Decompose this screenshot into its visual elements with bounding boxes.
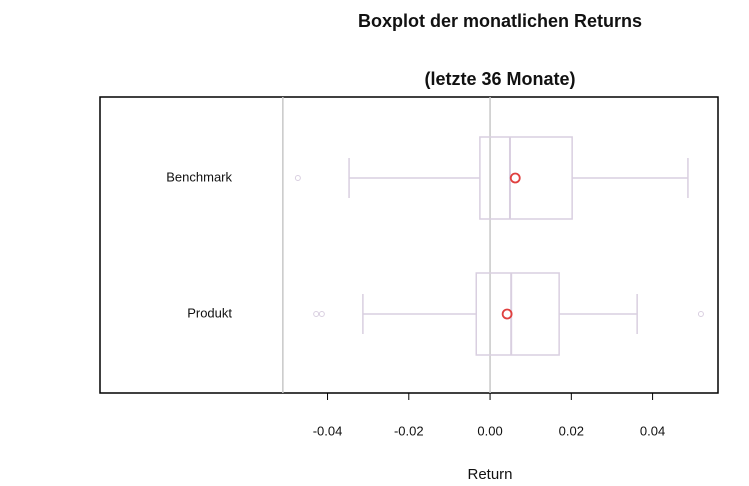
outlier	[697, 311, 704, 317]
chart-title: Boxplot der monatlichen Returns	[358, 11, 642, 31]
outlier	[318, 311, 325, 317]
chart-subtitle: (letzte 36 Monate)	[424, 69, 575, 89]
box	[475, 272, 560, 356]
mean	[509, 172, 521, 184]
x-tick-label: -0.04	[313, 423, 343, 438]
y-tick-label: Produkt	[187, 305, 232, 320]
x-tick-label: 0.04	[640, 423, 665, 438]
outlier	[313, 311, 320, 317]
x-tick-label: 0.00	[477, 423, 502, 438]
x-axis-label: Return	[467, 466, 512, 483]
plot-frame	[99, 96, 719, 394]
y-tick-label: Benchmark	[166, 169, 232, 184]
x-tick-label: -0.02	[394, 423, 424, 438]
mean	[501, 308, 513, 320]
box	[479, 136, 573, 220]
x-tick-label: 0.02	[559, 423, 584, 438]
outlier	[294, 175, 301, 181]
